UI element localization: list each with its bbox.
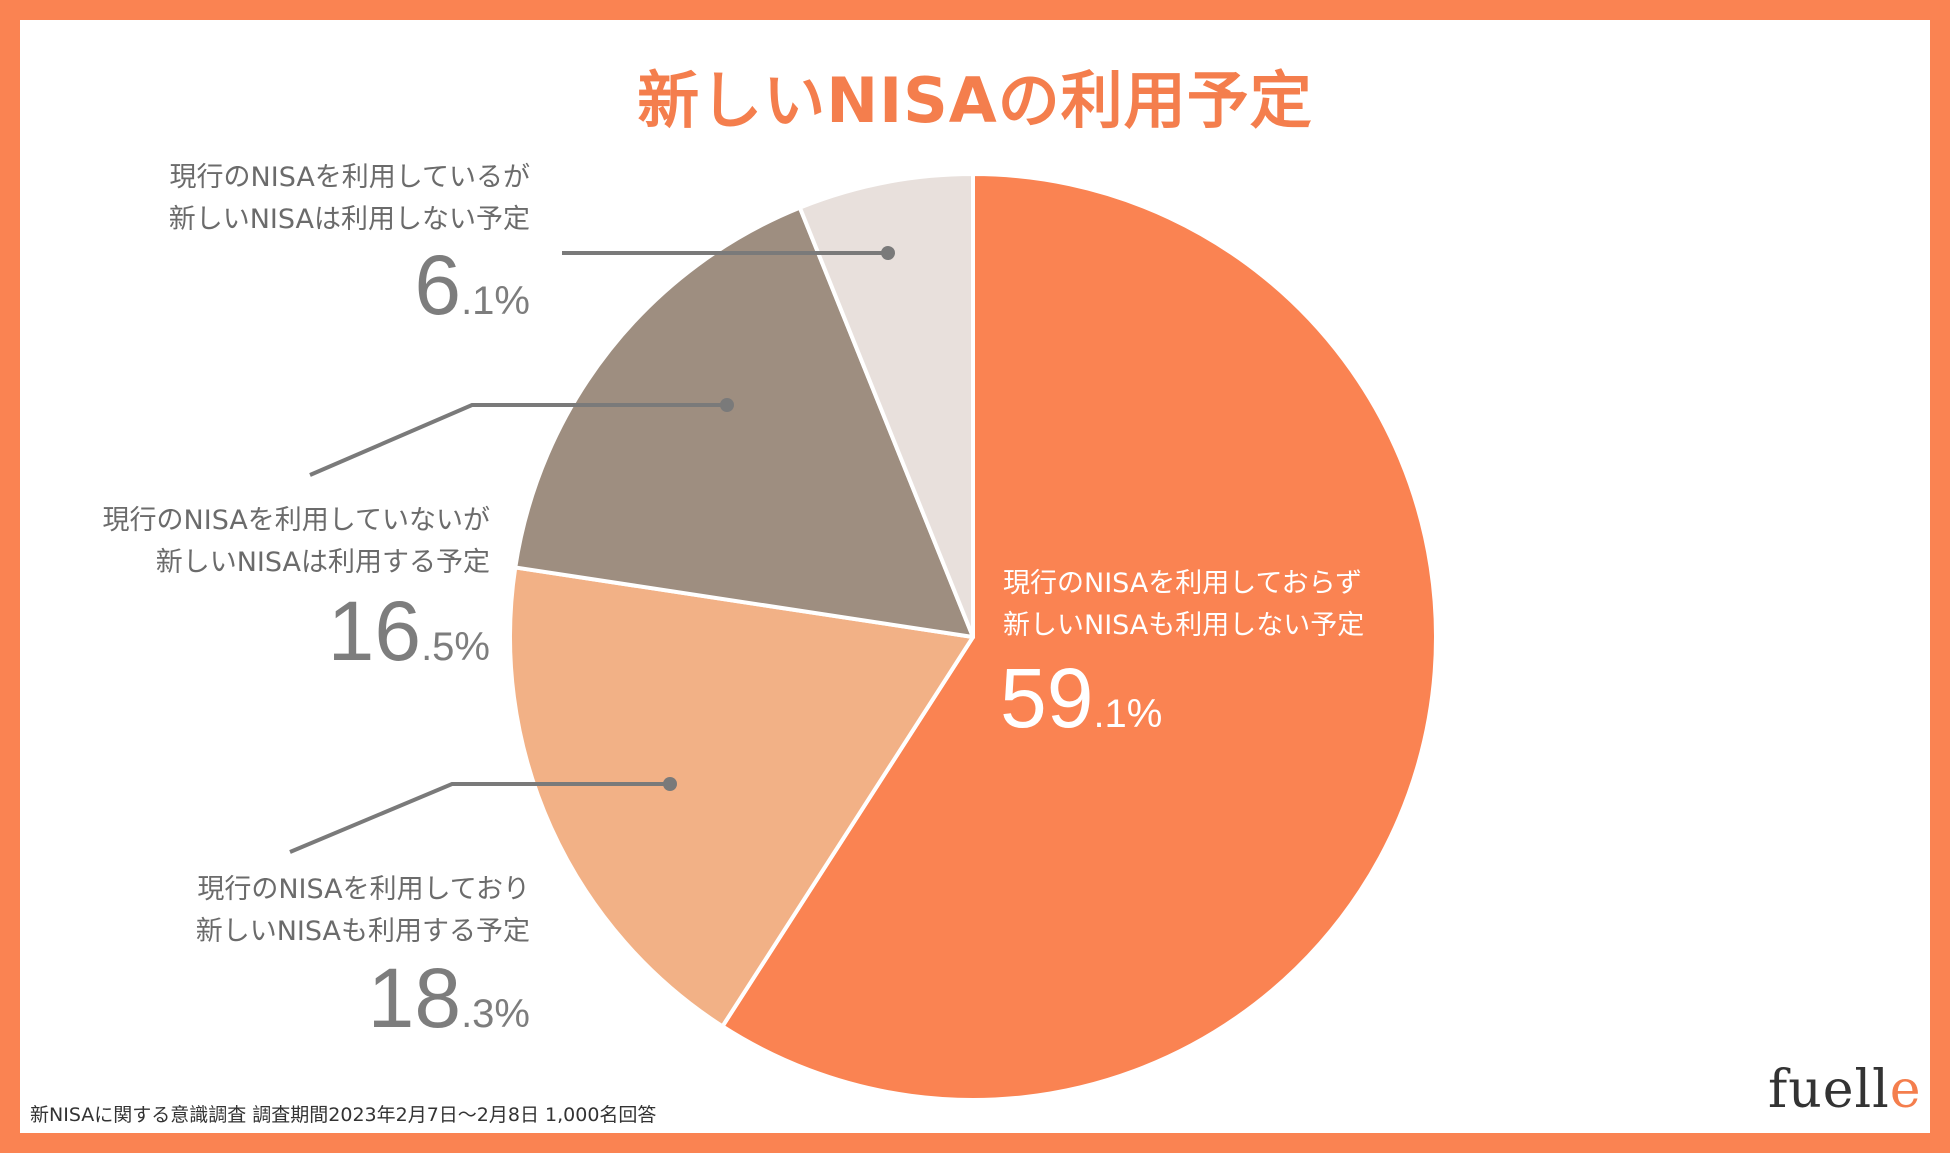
slice-value-3-dec: .1%: [461, 279, 530, 323]
pie-slice-2: [513, 205, 975, 639]
pie-slice-0: [720, 172, 1438, 1102]
slice-value-0: 59.1%: [1000, 650, 1162, 747]
slice-value-0-int: 59: [1000, 651, 1094, 745]
slice-label-2-line1: 現行のNISAを利用していないが: [102, 505, 490, 536]
logo-accent: e: [1889, 1060, 1922, 1120]
survey-footnote: 新NISAに関する意識調査 調査期間2023年2月7日〜2月8日 1,000名回…: [30, 1104, 657, 1126]
leader-line-1: [289, 782, 670, 854]
slice-label-0-line2: 新しいNISAも利用しない予定: [1003, 610, 1365, 641]
slice-value-2-dec: .5%: [421, 625, 490, 669]
slice-value-2-int: 16: [327, 584, 422, 678]
slice-value-1-dec: .3%: [461, 992, 530, 1036]
slice-label-3-line1: 現行のNISAを利用しているが: [169, 162, 530, 193]
slice-value-0-dec: .1%: [1093, 692, 1163, 736]
leader-dot-3: [881, 246, 895, 260]
slice-label-3: 現行のNISAを利用しているが 新しいNISAは利用しない予定: [60, 157, 530, 241]
slice-label-1-line1: 現行のNISAを利用しており: [197, 874, 530, 905]
slice-label-3-line2: 新しいNISAは利用しない予定: [168, 204, 530, 235]
slice-value-3-int: 6: [414, 238, 462, 332]
logo-main: fuell: [1768, 1060, 1890, 1120]
brand-logo: fuelle: [1768, 1060, 1922, 1120]
slice-label-1: 現行のNISAを利用しており 新しいNISAも利用する予定: [60, 869, 530, 953]
slice-value-2: 16.5%: [190, 583, 490, 680]
pie-slice-1: [508, 565, 975, 1029]
slice-label-1-line2: 新しいNISAも利用する予定: [195, 916, 530, 947]
leader-line-2: [309, 403, 727, 477]
slice-value-1: 18.3%: [230, 950, 530, 1047]
pie-slice-3: [797, 172, 975, 639]
slice-value-3: 6.1%: [230, 237, 530, 334]
slice-label-2-line2: 新しいNISAは利用する予定: [155, 547, 490, 578]
chart-title: 新しいNISAの利用予定: [637, 64, 1313, 137]
leader-dot-1: [663, 777, 677, 791]
leader-dot-2: [720, 398, 734, 412]
slice-label-0-line1: 現行のNISAを利用しておらず: [1003, 568, 1363, 599]
slice-label-2: 現行のNISAを利用していないが 新しいNISAは利用する予定: [20, 500, 490, 584]
slice-label-0: 現行のNISAを利用しておらず 新しいNISAも利用しない予定: [1003, 563, 1364, 647]
slice-value-1-int: 18: [367, 951, 462, 1045]
